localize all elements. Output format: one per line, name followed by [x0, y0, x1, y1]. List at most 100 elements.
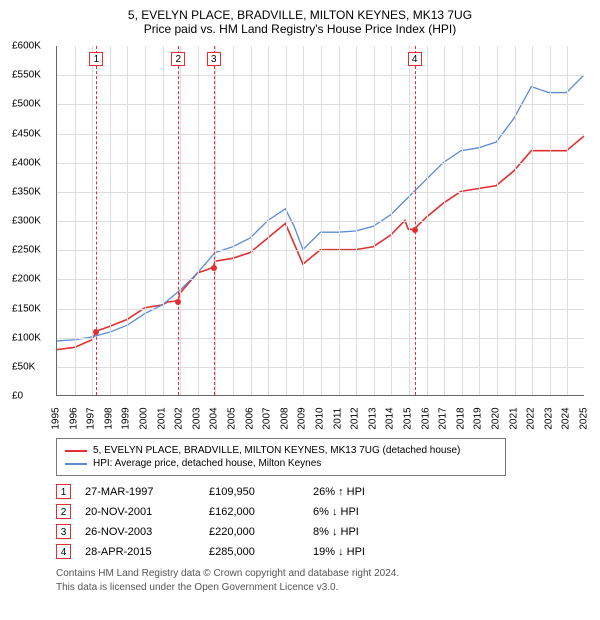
chart-title-block: 5, EVELYN PLACE, BRADVILLE, MILTON KEYNE… [12, 8, 588, 36]
transaction-marker-box: 4 [408, 52, 422, 66]
event-diff: 26% ↑ HPI [313, 486, 403, 498]
event-number-box: 4 [56, 544, 71, 559]
footer-line2: This data is licensed under the Open Gov… [56, 581, 588, 595]
x-axis-label: 1995 [51, 407, 62, 429]
y-axis-label: £400K [12, 157, 41, 168]
legend-box: 5, EVELYN PLACE, BRADVILLE, MILTON KEYNE… [56, 438, 506, 476]
event-price: £109,950 [209, 486, 299, 498]
transaction-marker-dot [93, 329, 99, 335]
x-axis-label: 1998 [103, 407, 114, 429]
gridline-vertical [479, 46, 480, 395]
gridline-vertical [356, 46, 357, 395]
gridline-vertical [215, 46, 216, 395]
x-axis-label: 2001 [156, 407, 167, 429]
gridline-vertical [180, 46, 181, 395]
event-date: 26-NOV-2003 [85, 526, 195, 538]
event-date: 27-MAR-1997 [85, 486, 195, 498]
gridline-vertical [374, 46, 375, 395]
y-axis-label: £250K [12, 245, 41, 256]
x-axis-label: 1999 [121, 407, 132, 429]
x-axis-label: 2013 [367, 407, 378, 429]
chart-title-line2: Price paid vs. HM Land Registry's House … [12, 22, 588, 36]
x-axis-label: 2002 [174, 407, 185, 429]
legend-label: 5, EVELYN PLACE, BRADVILLE, MILTON KEYNE… [93, 445, 460, 456]
gridline-vertical [75, 46, 76, 395]
gridline-vertical [567, 46, 568, 395]
gridline-vertical [92, 46, 93, 395]
event-price: £162,000 [209, 506, 299, 518]
x-axis-label: 2022 [526, 407, 537, 429]
chart-title-line1: 5, EVELYN PLACE, BRADVILLE, MILTON KEYNE… [12, 8, 588, 22]
gridline-vertical [339, 46, 340, 395]
x-axis-label: 2016 [420, 407, 431, 429]
gridline-vertical [532, 46, 533, 395]
gridline-vertical [409, 46, 410, 395]
x-axis-label: 2017 [438, 407, 449, 429]
event-diff: 6% ↓ HPI [313, 506, 403, 518]
y-axis-label: £350K [12, 186, 41, 197]
transaction-marker-box: 1 [89, 52, 103, 66]
gridline-vertical [251, 46, 252, 395]
x-axis-label: 2008 [279, 407, 290, 429]
transaction-marker-line [415, 46, 416, 395]
gridline-vertical [127, 46, 128, 395]
x-axis-label: 2004 [209, 407, 220, 429]
x-axis-label: 2024 [561, 407, 572, 429]
transaction-marker-dot [412, 227, 418, 233]
transaction-marker-line [214, 46, 215, 395]
event-row: 428-APR-2015£285,00019% ↓ HPI [56, 544, 588, 559]
event-row: 3 26-NOV-2003 £220,000 8% ↓ HPI [56, 524, 588, 539]
y-axis-label: £150K [12, 303, 41, 314]
x-axis-label: 2007 [262, 407, 273, 429]
x-axis-label: 2015 [403, 407, 414, 429]
transaction-marker-box: 2 [171, 52, 185, 66]
event-number-box: 3 [56, 524, 71, 539]
x-axis-label: 2021 [508, 407, 519, 429]
gridline-vertical [444, 46, 445, 395]
gridline-vertical [515, 46, 516, 395]
event-date: 20-NOV-2001 [85, 506, 195, 518]
event-row: 127-MAR-1997£109,95026% ↑ HPI [56, 484, 588, 499]
gridline-vertical [233, 46, 234, 395]
transaction-marker-line [178, 46, 179, 395]
x-axis-label: 1996 [68, 407, 79, 429]
transaction-marker-line [96, 46, 97, 395]
x-axis-label: 2020 [491, 407, 502, 429]
event-price: £220,000 [209, 526, 299, 538]
legend-row: HPI: Average price, detached house, Milt… [65, 458, 497, 469]
legend-swatch [65, 463, 87, 465]
y-axis-label: £50K [12, 361, 35, 372]
y-axis-label: £500K [12, 99, 41, 110]
x-axis-label: 2023 [543, 407, 554, 429]
transaction-marker-dot [175, 299, 181, 305]
chart-area: £0£50K£100K£150K£200K£250K£300K£350K£400… [12, 42, 588, 432]
gridline-vertical [497, 46, 498, 395]
y-axis-label: £550K [12, 70, 41, 81]
x-axis-label: 2012 [350, 407, 361, 429]
x-axis-label: 2019 [473, 407, 484, 429]
x-axis-label: 2011 [332, 408, 343, 430]
x-axis-label: 2010 [315, 407, 326, 429]
y-axis-label: £600K [12, 41, 41, 52]
gridline-vertical [163, 46, 164, 395]
gridline-vertical [427, 46, 428, 395]
y-axis-label: £0 [12, 391, 23, 402]
gridline-vertical [391, 46, 392, 395]
gridline-vertical [198, 46, 199, 395]
event-diff: 19% ↓ HPI [313, 546, 403, 558]
footer-line1: Contains HM Land Registry data © Crown c… [56, 567, 588, 581]
gridline-vertical [462, 46, 463, 395]
x-axis-label: 2006 [244, 407, 255, 429]
gridline-vertical [303, 46, 304, 395]
y-axis-label: £100K [12, 332, 41, 343]
plot-region: 1234 [56, 46, 584, 396]
gridline-vertical [110, 46, 111, 395]
event-row: 220-NOV-2001£162,0006% ↓ HPI [56, 504, 588, 519]
gridline-vertical [550, 46, 551, 395]
event-diff: 8% ↓ HPI [313, 526, 403, 538]
x-axis-label: 2025 [579, 407, 590, 429]
legend-label: HPI: Average price, detached house, Milt… [93, 458, 321, 469]
y-axis-label: £300K [12, 216, 41, 227]
x-axis-label: 2003 [191, 407, 202, 429]
transaction-marker-dot [211, 265, 217, 271]
